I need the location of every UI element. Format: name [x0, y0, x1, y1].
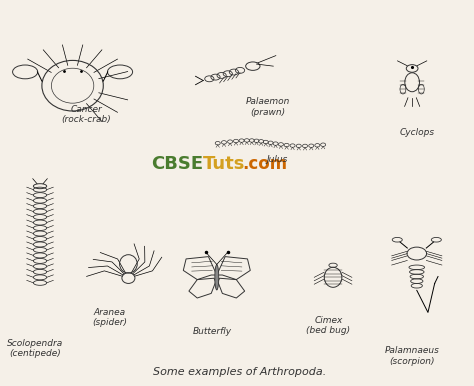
- Text: Aranea
(spider): Aranea (spider): [92, 308, 128, 327]
- Text: .com: .com: [242, 155, 288, 173]
- Text: Some examples of Arthropoda.: Some examples of Arthropoda.: [154, 367, 327, 377]
- Ellipse shape: [215, 265, 219, 290]
- Text: Palaemon
(prawn): Palaemon (prawn): [246, 97, 290, 117]
- Text: Julus: Julus: [266, 155, 288, 164]
- Text: Palamnaeus
(scorpion): Palamnaeus (scorpion): [385, 346, 439, 366]
- Text: Butterfly: Butterfly: [192, 327, 232, 336]
- Text: CBSE: CBSE: [151, 155, 203, 173]
- Text: Cyclops: Cyclops: [399, 128, 434, 137]
- Text: Cancer
(rock-crab): Cancer (rock-crab): [62, 105, 111, 124]
- Text: Cimex
(bed bug): Cimex (bed bug): [306, 316, 350, 335]
- Text: Scolopendra
(centipede): Scolopendra (centipede): [7, 339, 64, 358]
- Text: Tuts: Tuts: [203, 155, 245, 173]
